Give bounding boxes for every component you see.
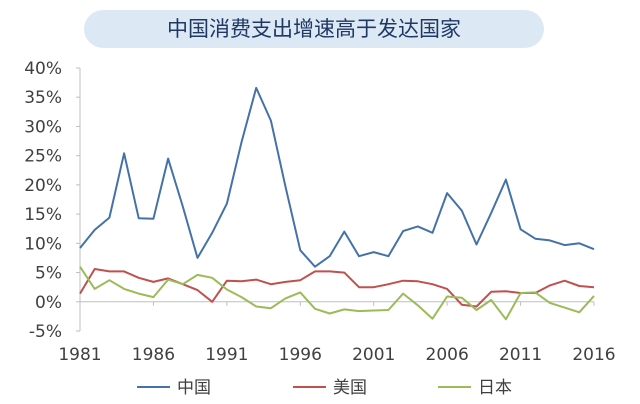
chart-title: 中国消费支出增速高于发达国家 (167, 17, 461, 41)
title-background (84, 10, 544, 48)
legend-label: 中国 (177, 378, 211, 398)
x-tick-label: 1981 (58, 345, 101, 365)
legend: 中国 美国 日本 (137, 378, 512, 398)
x-tick-label: 2016 (572, 345, 615, 365)
y-tick-label: 10% (24, 234, 62, 254)
x-tick-label: 2006 (426, 345, 469, 365)
y-tick-label: 25% (24, 147, 62, 167)
y-tick-label: 0% (35, 293, 62, 313)
x-tick-label: 1996 (279, 345, 322, 365)
x-axis-labels: 1981 1986 1991 1996 2001 2006 2011 2016 (58, 345, 615, 365)
x-tick-label: 1986 (132, 345, 175, 365)
y-tick-label: 5% (35, 264, 62, 284)
y-tick-label: 35% (24, 88, 62, 108)
axes (76, 67, 595, 332)
y-axis-labels: 40% 35% 30% 25% 20% 15% 10% 5% 0% -5% (24, 59, 62, 342)
y-tick-label: 30% (24, 117, 62, 137)
legend-label: 日本 (478, 378, 512, 398)
series-line-0 (79, 86, 595, 268)
series-lines (79, 86, 595, 321)
y-tick-label: 40% (24, 59, 62, 79)
y-tick-label: 15% (24, 205, 62, 225)
x-tick-label: 1991 (205, 345, 248, 365)
x-tick-label: 2011 (499, 345, 542, 365)
legend-label: 美国 (333, 378, 367, 398)
series-line-2 (79, 266, 595, 321)
series-line-1 (79, 268, 595, 308)
x-tick-label: 2001 (352, 345, 395, 365)
y-tick-label: 20% (24, 176, 62, 196)
y-tick-label: -5% (29, 322, 62, 342)
